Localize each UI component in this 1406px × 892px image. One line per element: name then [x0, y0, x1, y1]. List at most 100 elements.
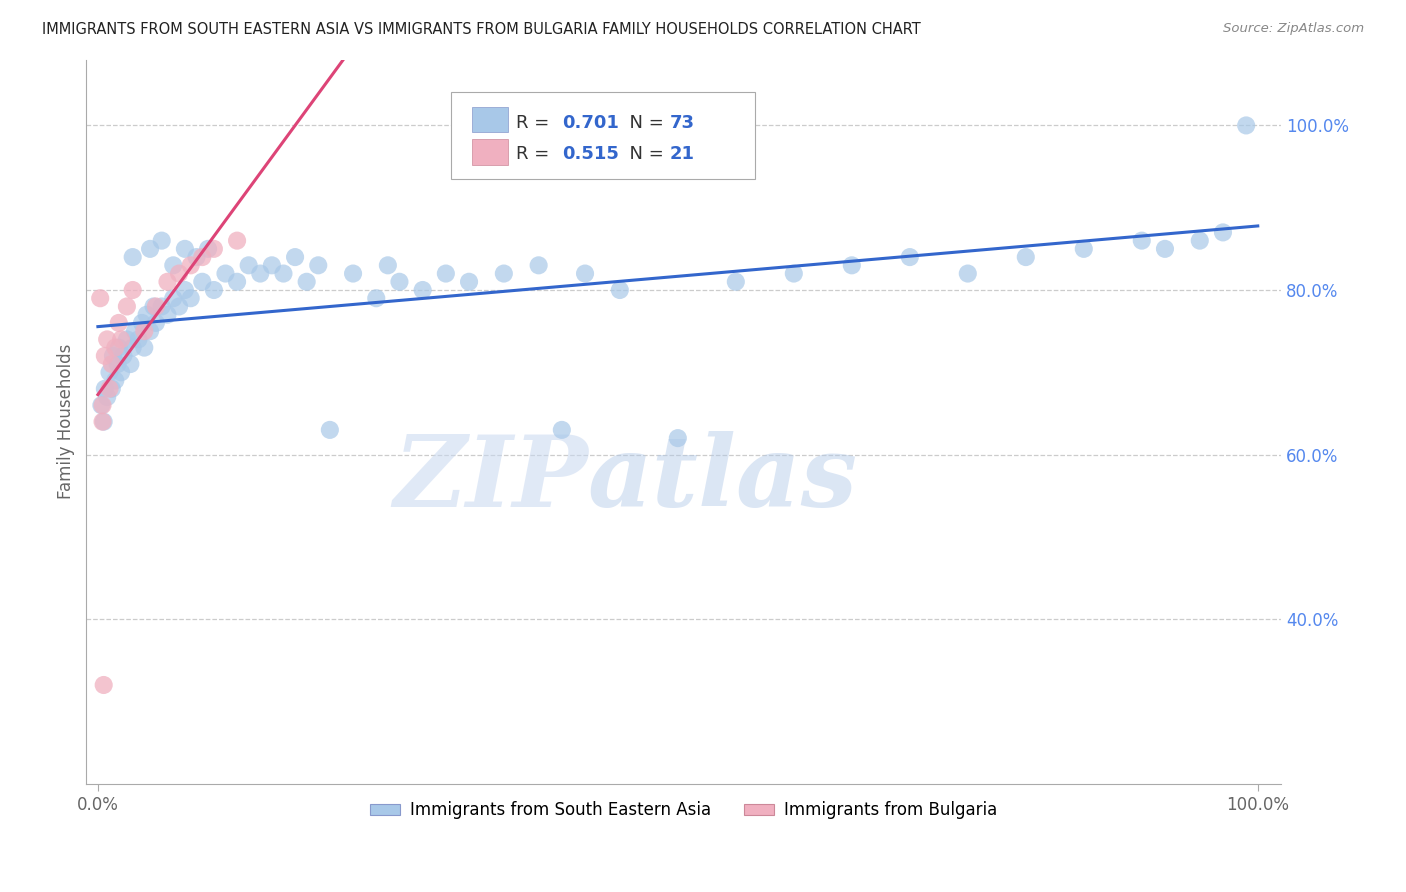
- Point: [139, 242, 162, 256]
- Point: [110, 332, 132, 346]
- Point: [127, 332, 149, 346]
- Point: [342, 267, 364, 281]
- Text: R =: R =: [516, 113, 555, 132]
- Point: [89, 291, 111, 305]
- Point: [134, 324, 156, 338]
- Point: [434, 267, 457, 281]
- Point: [150, 300, 173, 314]
- Point: [131, 316, 153, 330]
- Text: 0.515: 0.515: [562, 145, 619, 163]
- Text: 0.701: 0.701: [562, 113, 619, 132]
- Point: [96, 390, 118, 404]
- Point: [724, 275, 747, 289]
- Point: [197, 242, 219, 256]
- Point: [173, 283, 195, 297]
- Point: [249, 267, 271, 281]
- Point: [145, 300, 167, 314]
- Point: [156, 308, 179, 322]
- Point: [956, 267, 979, 281]
- Text: Source: ZipAtlas.com: Source: ZipAtlas.com: [1223, 22, 1364, 36]
- Point: [260, 258, 283, 272]
- Point: [107, 341, 129, 355]
- Point: [98, 382, 121, 396]
- Point: [202, 283, 225, 297]
- Point: [173, 242, 195, 256]
- Point: [167, 300, 190, 314]
- Point: [295, 275, 318, 289]
- Point: [104, 374, 127, 388]
- Point: [156, 275, 179, 289]
- Point: [134, 341, 156, 355]
- Point: [377, 258, 399, 272]
- Point: [93, 678, 115, 692]
- Point: [121, 250, 143, 264]
- Point: [94, 382, 117, 396]
- Y-axis label: Family Households: Family Households: [58, 344, 75, 500]
- Point: [150, 234, 173, 248]
- Text: 21: 21: [669, 145, 695, 163]
- Point: [139, 324, 162, 338]
- Point: [388, 275, 411, 289]
- Point: [191, 250, 214, 264]
- Text: R =: R =: [516, 145, 555, 163]
- Point: [94, 349, 117, 363]
- Point: [783, 267, 806, 281]
- Point: [551, 423, 574, 437]
- Point: [107, 357, 129, 371]
- Text: N =: N =: [617, 113, 669, 132]
- Point: [527, 258, 550, 272]
- Point: [366, 291, 388, 305]
- Point: [121, 341, 143, 355]
- FancyBboxPatch shape: [451, 92, 755, 179]
- Point: [107, 316, 129, 330]
- Point: [115, 300, 138, 314]
- Point: [110, 365, 132, 379]
- Point: [284, 250, 307, 264]
- Point: [191, 275, 214, 289]
- Point: [307, 258, 329, 272]
- Point: [609, 283, 631, 297]
- Point: [841, 258, 863, 272]
- Point: [142, 300, 165, 314]
- Point: [91, 398, 114, 412]
- Point: [1212, 226, 1234, 240]
- Point: [121, 283, 143, 297]
- Point: [145, 316, 167, 330]
- Point: [238, 258, 260, 272]
- Point: [162, 291, 184, 305]
- Point: [666, 431, 689, 445]
- Text: N =: N =: [617, 145, 669, 163]
- Point: [180, 258, 202, 272]
- Point: [492, 267, 515, 281]
- FancyBboxPatch shape: [472, 107, 508, 132]
- Point: [135, 308, 157, 322]
- Point: [898, 250, 921, 264]
- Point: [273, 267, 295, 281]
- Point: [93, 415, 115, 429]
- Text: ZIP: ZIP: [394, 432, 588, 528]
- Point: [226, 234, 249, 248]
- Point: [1154, 242, 1177, 256]
- Point: [101, 349, 124, 363]
- Point: [115, 332, 138, 346]
- Point: [104, 341, 127, 355]
- Point: [1188, 234, 1211, 248]
- Point: [186, 250, 208, 264]
- Point: [226, 275, 249, 289]
- Point: [112, 349, 135, 363]
- Legend: Immigrants from South Eastern Asia, Immigrants from Bulgaria: Immigrants from South Eastern Asia, Immi…: [363, 795, 1004, 826]
- Point: [1130, 234, 1153, 248]
- Point: [214, 267, 236, 281]
- Point: [412, 283, 434, 297]
- Point: [167, 267, 190, 281]
- Point: [180, 291, 202, 305]
- Text: atlas: atlas: [588, 432, 858, 528]
- Point: [101, 382, 124, 396]
- Point: [98, 365, 121, 379]
- Point: [1234, 119, 1257, 133]
- Point: [1073, 242, 1095, 256]
- Text: IMMIGRANTS FROM SOUTH EASTERN ASIA VS IMMIGRANTS FROM BULGARIA FAMILY HOUSEHOLDS: IMMIGRANTS FROM SOUTH EASTERN ASIA VS IM…: [42, 22, 921, 37]
- Point: [319, 423, 342, 437]
- Point: [120, 357, 142, 371]
- Point: [96, 332, 118, 346]
